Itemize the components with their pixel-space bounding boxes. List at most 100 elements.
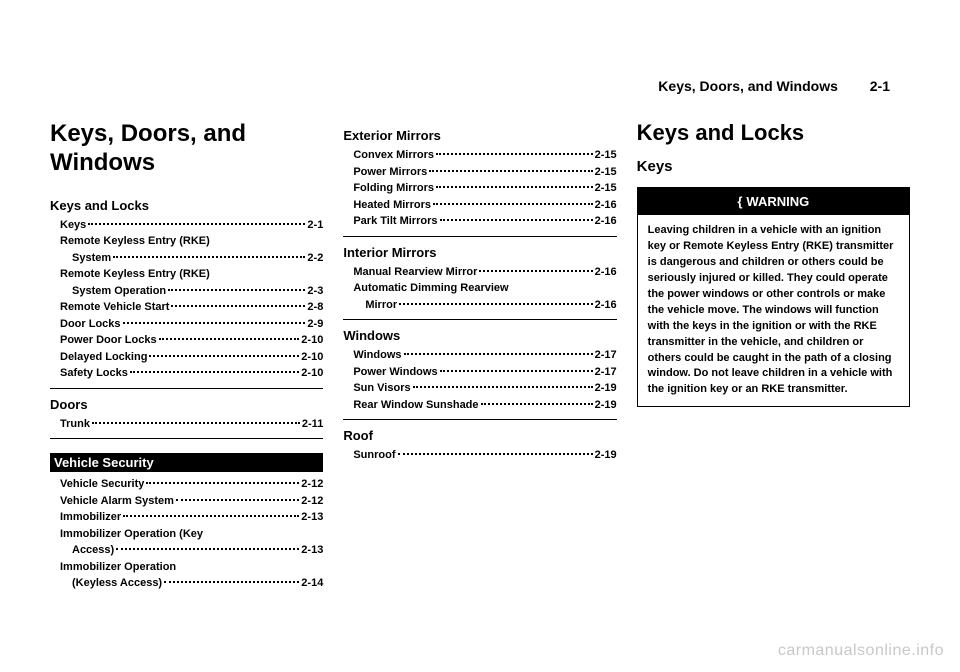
toc-leader-dots bbox=[88, 223, 305, 225]
toc-entry-label: Windows bbox=[353, 347, 401, 364]
toc-leader-dots bbox=[481, 403, 593, 405]
toc-entry: Park Tilt Mirrors2-16 bbox=[343, 213, 616, 230]
toc-entry-label: Power Mirrors bbox=[353, 164, 427, 181]
toc-leader-dots bbox=[113, 256, 305, 258]
content-column-3: Keys and Locks Keys {WARNING Leaving chi… bbox=[637, 120, 910, 592]
toc-entry-label: Door Locks bbox=[60, 316, 121, 333]
toc-entry-label: System Operation bbox=[72, 283, 166, 300]
toc-entry-label: Remote Vehicle Start bbox=[60, 299, 169, 316]
toc-entry-page: 2-13 bbox=[301, 509, 323, 526]
toc-leader-dots bbox=[479, 270, 592, 272]
toc-entry-page: 2-11 bbox=[302, 416, 323, 433]
toc-leader-dots bbox=[149, 355, 299, 357]
toc-leader-dots bbox=[433, 203, 593, 205]
toc-entry-label: Delayed Locking bbox=[60, 349, 147, 366]
toc-leader-dots bbox=[168, 289, 305, 291]
toc-entry-page: 2-15 bbox=[595, 164, 617, 181]
toc-entry: Heated Mirrors 2-16 bbox=[343, 197, 616, 214]
toc-leader-dots bbox=[440, 219, 593, 221]
toc-entry: Trunk 2-11 bbox=[50, 416, 323, 433]
toc-entry-label: Automatic Dimming Rearview bbox=[353, 280, 508, 297]
toc-section-title: Keys and Locks bbox=[50, 198, 323, 213]
toc-column-1: Keys, Doors, and Windows Keys and LocksK… bbox=[50, 120, 323, 592]
toc-leader-dots bbox=[123, 322, 306, 324]
toc-entry: Immobilizer Operation (Key bbox=[50, 526, 323, 543]
toc-entry-label: Trunk bbox=[60, 416, 90, 433]
toc-entry-page: 2-17 bbox=[595, 364, 617, 381]
toc-entry: Delayed Locking2-10 bbox=[50, 349, 323, 366]
toc-entry-label: Power Door Locks bbox=[60, 332, 157, 349]
toc-entry: Door Locks2-9 bbox=[50, 316, 323, 333]
toc-entry-page: 2-19 bbox=[595, 447, 617, 464]
toc-entry: Sunroof 2-19 bbox=[343, 447, 616, 464]
toc-leader-dots bbox=[436, 186, 593, 188]
toc-entry: Power Door Locks 2-10 bbox=[50, 332, 323, 349]
toc-entry-label: Immobilizer Operation bbox=[60, 559, 176, 576]
toc-leader-dots bbox=[164, 581, 299, 583]
toc-entry-label: System bbox=[72, 250, 111, 267]
toc-entry-label: Mirror bbox=[365, 297, 397, 314]
toc-leader-dots bbox=[404, 353, 593, 355]
toc-entry: Keys2-1 bbox=[50, 217, 323, 234]
divider bbox=[50, 388, 323, 389]
toc-entry: Immobilizer Operation bbox=[50, 559, 323, 576]
toc-entry: Rear Window Sunshade 2-19 bbox=[343, 397, 616, 414]
toc-entry-label: Vehicle Alarm System bbox=[60, 493, 174, 510]
toc-entry-page: 2-10 bbox=[301, 332, 323, 349]
toc-entry-page: 2-17 bbox=[595, 347, 617, 364]
toc-section-title: Roof bbox=[343, 428, 616, 443]
toc-entry: Mirror2-16 bbox=[343, 297, 616, 314]
toc-entry-label: Rear Window Sunshade bbox=[353, 397, 478, 414]
toc-leader-dots bbox=[159, 338, 300, 340]
toc-entry: Windows 2-17 bbox=[343, 347, 616, 364]
divider bbox=[343, 236, 616, 237]
toc-entry-label: Immobilizer bbox=[60, 509, 121, 526]
toc-leader-dots bbox=[436, 153, 593, 155]
toc-entry: Remote Keyless Entry (RKE) bbox=[50, 233, 323, 250]
toc-entry: Safety Locks 2-10 bbox=[50, 365, 323, 382]
toc-entry: Manual Rearview Mirror 2-16 bbox=[343, 264, 616, 281]
toc-entry-label: Convex Mirrors bbox=[353, 147, 434, 164]
toc-entry-page: 2-19 bbox=[595, 397, 617, 414]
warning-box: {WARNING Leaving children in a vehicle w… bbox=[637, 187, 910, 407]
toc-entry-label: Heated Mirrors bbox=[353, 197, 431, 214]
toc-entry-page: 2-3 bbox=[307, 283, 323, 300]
toc-entry-page: 2-15 bbox=[595, 147, 617, 164]
section-heading: Keys and Locks bbox=[637, 120, 910, 146]
toc-entry: Power Mirrors 2-15 bbox=[343, 164, 616, 181]
toc-entry: Immobilizer 2-13 bbox=[50, 509, 323, 526]
toc-entry: Access)2-13 bbox=[50, 542, 323, 559]
toc-entry-label: Sunroof bbox=[353, 447, 395, 464]
toc-entry-label: Safety Locks bbox=[60, 365, 128, 382]
toc-entry-label: Park Tilt Mirrors bbox=[353, 213, 437, 230]
toc-entry-page: 2-12 bbox=[301, 493, 323, 510]
toc-entry-page: 2-16 bbox=[595, 197, 617, 214]
toc-leader-dots bbox=[413, 386, 593, 388]
toc-leader-dots bbox=[399, 303, 593, 305]
page-header: Keys, Doors, and Windows 2-1 bbox=[658, 78, 890, 94]
toc-entry: System Operation 2-3 bbox=[50, 283, 323, 300]
toc-section-title: Doors bbox=[50, 397, 323, 412]
warning-icon: { bbox=[737, 194, 742, 209]
watermark: carmanualsonline.info bbox=[778, 642, 944, 660]
toc-entry: Vehicle Security2-12 bbox=[50, 476, 323, 493]
toc-entry-label: Manual Rearview Mirror bbox=[353, 264, 477, 281]
toc-entry: Convex Mirrors 2-15 bbox=[343, 147, 616, 164]
toc-entry: System2-2 bbox=[50, 250, 323, 267]
toc-entry-page: 2-1 bbox=[307, 217, 323, 234]
toc-entry-page: 2-16 bbox=[595, 264, 617, 281]
toc-leader-dots bbox=[429, 170, 592, 172]
warning-header: { WARNING bbox=[638, 188, 909, 215]
toc-entry-page: 2-19 bbox=[595, 380, 617, 397]
toc-leader-dots bbox=[398, 453, 593, 455]
toc-entry-page: 2-13 bbox=[301, 542, 323, 559]
toc-entry-page: 2-10 bbox=[301, 365, 323, 382]
toc-entry: (Keyless Access)2-14 bbox=[50, 575, 323, 592]
toc-entry-label: Vehicle Security bbox=[60, 476, 144, 493]
toc-entry-page: 2-15 bbox=[595, 180, 617, 197]
toc-entry: Remote Keyless Entry (RKE) bbox=[50, 266, 323, 283]
divider bbox=[343, 419, 616, 420]
toc-entry-label: Remote Keyless Entry (RKE) bbox=[60, 233, 210, 250]
toc-entry: Power Windows2-17 bbox=[343, 364, 616, 381]
warning-label: WARNING bbox=[746, 194, 809, 209]
